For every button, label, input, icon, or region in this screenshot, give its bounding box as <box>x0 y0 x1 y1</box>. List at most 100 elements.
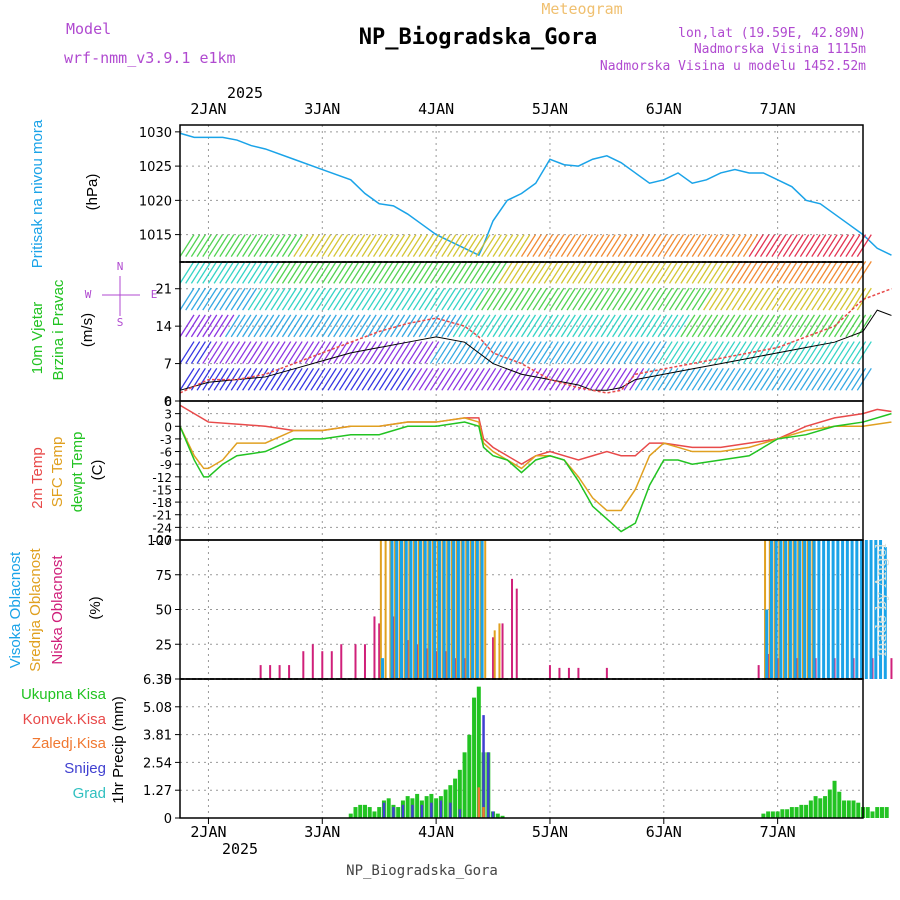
wind-barb <box>794 287 810 311</box>
wind-barb <box>424 341 440 364</box>
wind-barb <box>418 234 434 258</box>
wind-barb <box>742 314 759 338</box>
temp-unit: (C) <box>89 460 106 481</box>
wind-barb <box>270 341 286 364</box>
wind-barb <box>293 367 309 391</box>
wind-barb <box>760 367 776 391</box>
wind-barb <box>731 314 747 338</box>
wind-barb <box>361 234 377 258</box>
wind-barb <box>714 261 730 284</box>
wind-barb <box>327 341 343 364</box>
wind-barb <box>179 367 195 391</box>
day-label-bottom: 6JAN <box>646 823 682 841</box>
wind-barb <box>469 367 485 391</box>
precip-total-bar <box>804 804 809 818</box>
wind-barb <box>492 234 508 258</box>
wind-barb <box>680 234 696 258</box>
wind-barb <box>310 287 326 311</box>
precip-total-bar <box>770 811 775 818</box>
wind-barb <box>691 341 707 364</box>
wind-barb <box>856 234 872 258</box>
wind-barb <box>378 367 394 391</box>
precip-total-bar <box>467 734 472 818</box>
wind-barb <box>816 314 833 338</box>
wind-barb <box>435 234 451 258</box>
precip-total-bar <box>766 811 771 818</box>
wind-barb <box>344 367 360 391</box>
wind-barb <box>594 261 611 284</box>
wind-barb <box>606 367 622 391</box>
wind-barb <box>509 234 525 258</box>
wind-barb <box>777 287 793 311</box>
wind-barb <box>697 234 713 258</box>
wind-barb <box>327 314 343 338</box>
wind-barb <box>196 341 212 364</box>
wind-barb <box>281 367 297 391</box>
wind-barb <box>577 314 593 338</box>
wind-barb <box>498 341 514 364</box>
wind-barb <box>794 234 810 258</box>
wind-barb <box>737 261 753 284</box>
wind-barb <box>390 261 406 284</box>
wind-barb <box>344 314 360 338</box>
wind-barb <box>634 314 650 338</box>
wind-barb <box>538 287 554 311</box>
wind-barb <box>185 367 201 391</box>
wind-barb <box>355 261 371 284</box>
wind-barb <box>395 287 411 311</box>
wind-barb <box>668 314 685 338</box>
wind-barb <box>424 287 440 311</box>
wind-barb <box>316 367 332 391</box>
wind-barb <box>828 341 844 364</box>
wind-barb <box>657 287 673 311</box>
wind-barb <box>577 367 593 391</box>
wind-barb <box>213 261 229 284</box>
compass-north: N <box>117 260 124 273</box>
wind-barb <box>811 261 827 284</box>
wind-barb <box>714 314 730 338</box>
wind-barb <box>390 287 406 311</box>
wind-barb <box>458 261 474 284</box>
wind-barb <box>395 314 411 338</box>
precip-snow-bar <box>411 804 414 818</box>
wind-barb <box>583 367 599 391</box>
wind-barb <box>845 367 861 391</box>
wind-barb <box>589 341 605 364</box>
precip-total-bar <box>856 802 861 818</box>
wind-barb <box>418 287 434 311</box>
wind-barb <box>333 341 349 364</box>
wind-barb <box>577 287 593 311</box>
wind-barb <box>600 367 616 391</box>
wind-barb <box>777 341 793 364</box>
wind-barb <box>668 287 685 311</box>
wind-barb <box>811 314 827 338</box>
wind-barb <box>224 287 241 311</box>
wind-barb <box>458 314 474 338</box>
wind-barb <box>543 261 559 284</box>
wind-barb <box>623 341 639 364</box>
wind-barb <box>196 234 212 258</box>
wind-barb <box>247 341 263 364</box>
wind-barb <box>833 261 850 284</box>
wind-barb <box>264 341 280 364</box>
wind-barb <box>742 287 759 311</box>
wind-barb <box>242 287 258 311</box>
wind-barb <box>697 367 713 391</box>
wind-barb <box>304 234 320 258</box>
wind-barb <box>782 261 798 284</box>
wind-barb <box>799 314 815 338</box>
precip-snow-bar <box>430 802 433 818</box>
wind-barb <box>384 287 400 311</box>
y-tick-label: 21 <box>155 283 172 298</box>
wind-barb <box>822 234 838 258</box>
wind-barb <box>782 341 798 364</box>
wind-barb <box>242 234 258 258</box>
precip-total-bar <box>372 811 377 818</box>
wind-barb <box>481 261 497 284</box>
wind-barb <box>264 314 280 338</box>
precip-snow-bar <box>482 715 485 818</box>
wind-barb <box>407 261 423 284</box>
temperature-ylabel: 2m Temp SFC Temp dewpt Temp (C) <box>29 432 106 513</box>
precip-total-bar <box>396 807 401 818</box>
